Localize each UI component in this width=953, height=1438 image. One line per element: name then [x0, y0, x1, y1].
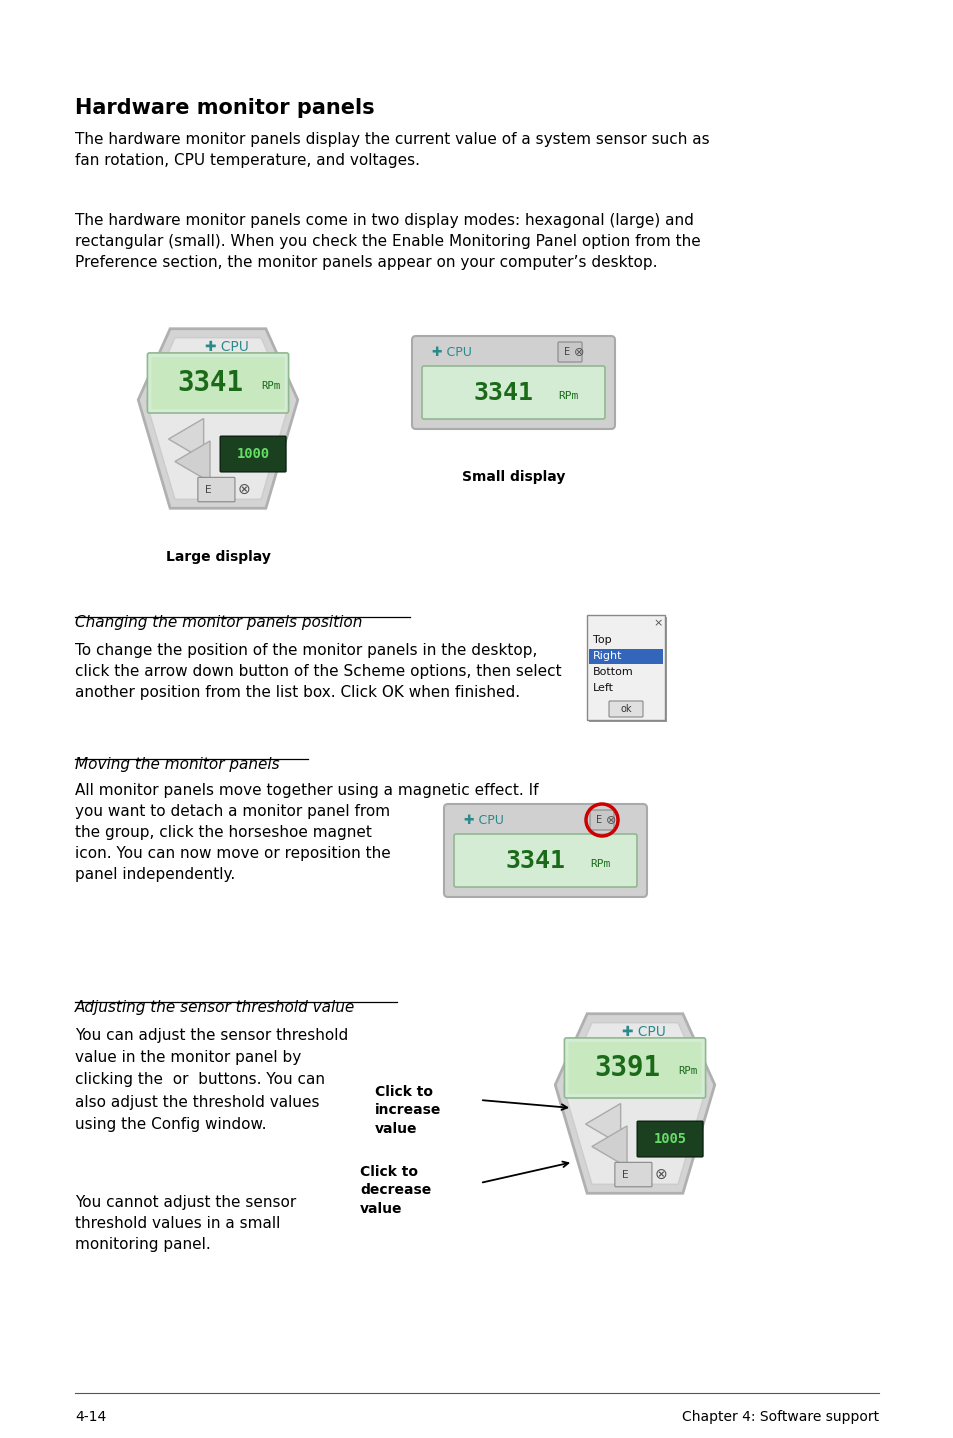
Text: Click to
increase
value: Click to increase value: [375, 1086, 441, 1136]
Text: ⊗: ⊗: [237, 482, 250, 498]
Text: 3341: 3341: [474, 381, 533, 404]
Text: Е: Е: [563, 347, 570, 357]
Text: 3391: 3391: [594, 1054, 659, 1081]
Text: Changing the monitor panels position: Changing the monitor panels position: [75, 615, 362, 630]
Text: The hardware monitor panels display the current value of a system sensor such as: The hardware monitor panels display the …: [75, 132, 709, 168]
FancyBboxPatch shape: [443, 804, 646, 897]
Bar: [588, 649, 662, 664]
Text: You cannot adjust the sensor
threshold values in a small
monitoring panel.: You cannot adjust the sensor threshold v…: [75, 1195, 296, 1252]
Text: Hardware monitor panels: Hardware monitor panels: [75, 98, 375, 118]
FancyBboxPatch shape: [152, 357, 284, 408]
Text: Е: Е: [205, 485, 212, 495]
Text: The hardware monitor panels come in two display modes: hexagonal (large) and
rec: The hardware monitor panels come in two …: [75, 213, 700, 270]
Polygon shape: [169, 418, 203, 460]
Text: You can adjust the sensor threshold
value in the monitor panel by
clicking the  : You can adjust the sensor threshold valu…: [75, 1028, 348, 1132]
Text: ✚ CPU: ✚ CPU: [205, 341, 249, 354]
FancyBboxPatch shape: [589, 810, 614, 830]
Text: 3341: 3341: [505, 848, 565, 873]
Text: ok: ok: [619, 705, 631, 715]
Text: Right: Right: [593, 651, 622, 661]
Text: Bottom: Bottom: [593, 667, 633, 677]
Text: Top: Top: [593, 636, 611, 646]
Text: Adjusting the sensor threshold value: Adjusting the sensor threshold value: [75, 999, 355, 1015]
Text: ✚ CPU: ✚ CPU: [463, 814, 503, 827]
Text: To change the position of the monitor panels in the desktop,
click the arrow dow: To change the position of the monitor pa…: [75, 643, 561, 700]
Text: Left: Left: [593, 683, 614, 693]
Text: Click to
decrease
value: Click to decrease value: [359, 1165, 431, 1215]
Polygon shape: [174, 441, 210, 482]
Polygon shape: [591, 1126, 626, 1168]
FancyBboxPatch shape: [568, 1043, 700, 1094]
Text: Chapter 4: Software support: Chapter 4: Software support: [681, 1411, 878, 1424]
Text: ×: ×: [653, 618, 662, 628]
Text: Large display: Large display: [166, 549, 270, 564]
Text: RPm: RPm: [678, 1066, 697, 1076]
Text: ⊗: ⊗: [605, 814, 616, 827]
Text: 1005: 1005: [653, 1132, 686, 1146]
Polygon shape: [562, 1022, 706, 1185]
FancyBboxPatch shape: [148, 352, 288, 413]
Text: 3341: 3341: [177, 370, 243, 397]
Text: Е: Е: [621, 1169, 628, 1179]
Text: All monitor panels move together using a magnetic effect. If
you want to detach : All monitor panels move together using a…: [75, 784, 537, 881]
Bar: [586, 615, 664, 720]
Text: RPm: RPm: [589, 860, 610, 870]
Text: 1000: 1000: [236, 447, 270, 462]
FancyBboxPatch shape: [558, 342, 581, 362]
FancyBboxPatch shape: [454, 834, 637, 887]
Polygon shape: [146, 338, 290, 499]
Text: 4-14: 4-14: [75, 1411, 106, 1424]
FancyBboxPatch shape: [412, 336, 615, 429]
Text: Small display: Small display: [462, 470, 565, 485]
Text: ✚ CPU: ✚ CPU: [621, 1025, 665, 1040]
Text: RPm: RPm: [558, 391, 578, 401]
FancyBboxPatch shape: [220, 436, 286, 472]
Text: Е: Е: [596, 815, 601, 825]
Text: RPm: RPm: [261, 381, 280, 391]
Polygon shape: [138, 329, 297, 508]
FancyBboxPatch shape: [197, 477, 234, 502]
FancyBboxPatch shape: [421, 367, 604, 418]
Text: Moving the monitor panels: Moving the monitor panels: [75, 756, 279, 772]
Polygon shape: [585, 1103, 620, 1145]
Text: ⊗: ⊗: [654, 1168, 666, 1182]
Text: ⊗: ⊗: [573, 345, 583, 358]
FancyBboxPatch shape: [615, 1162, 651, 1186]
Polygon shape: [555, 1014, 714, 1194]
FancyBboxPatch shape: [637, 1122, 702, 1156]
FancyBboxPatch shape: [564, 1038, 705, 1099]
FancyBboxPatch shape: [608, 700, 642, 718]
Text: ✚ CPU: ✚ CPU: [432, 345, 472, 358]
Bar: [588, 617, 666, 722]
